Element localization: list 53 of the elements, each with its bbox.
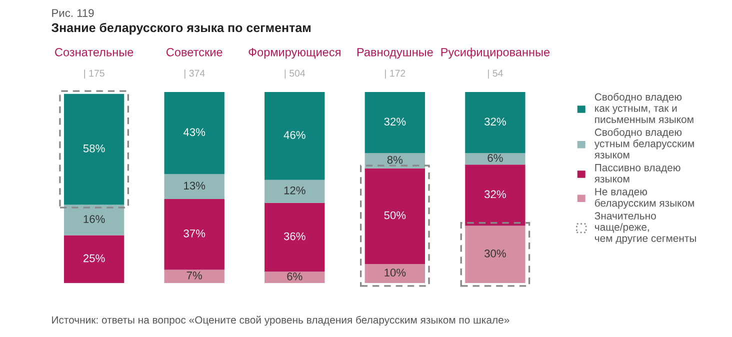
data-label: 13% [184,182,206,190]
data-label: 6% [287,272,302,280]
bar [465,153,526,165]
chart-title: Знание беларусского языка по сегментам [52,22,310,35]
data-label: 12% [284,186,306,194]
bar [164,92,224,174]
bar [465,92,526,154]
bar [364,264,425,284]
x-tick-label: Сознательные [55,48,134,56]
bar [465,164,526,226]
data-label: 32% [484,118,506,126]
bar [264,180,325,203]
x-tick-label: Советские [166,48,222,56]
data-label: 10% [384,268,406,277]
bar [64,235,124,284]
data-label: 8% [387,156,403,164]
data-label: 43% [183,128,206,136]
data-label: 50% [384,211,406,220]
x-tick-label: Равнодушные [357,48,433,59]
bar [364,92,425,154]
data-label: 7% [186,272,202,280]
bar [64,204,124,236]
bar [164,270,224,284]
data-label: 32% [384,118,406,126]
x-tick-label: Русифицированные [441,48,550,59]
legend-label: Не владею беларусским языком [594,188,694,209]
legend-label: Свободно владею устным беларусским языком [594,128,694,158]
text: | 374 [184,70,205,79]
data-label: 46% [284,131,306,139]
data-label: 58% [83,144,105,152]
x-tick-label: Формирующиеся [248,48,340,59]
text: | 175 [84,70,104,79]
data-label: 30% [484,250,506,258]
data-label: 36% [284,232,306,240]
text: | 172 [385,70,406,79]
bar [264,202,325,272]
bar [264,272,325,284]
data-label: 37% [184,229,206,238]
data-label: 32% [484,190,506,198]
bar [264,92,325,180]
text: | 54 [488,70,503,79]
data-label: 6% [488,154,503,162]
text: Значительно чаще/реже, чем другие сегменты [594,212,696,244]
text: Источник: ответы на вопрос «Оцените свой уровень владения беларусским языком по шкале» [52,316,510,326]
text: | 504 [284,70,306,79]
data-label: 16% [84,215,105,224]
chart-subtitle: Рис. 119 [52,9,94,17]
legend-label: Свободно владею как устным, так и письменным языком [594,92,694,124]
legend-label: Пассивно владею языком [594,164,680,183]
bar [164,174,224,200]
bar [164,199,224,270]
bar [364,168,425,264]
data-label: 25% [84,254,105,262]
